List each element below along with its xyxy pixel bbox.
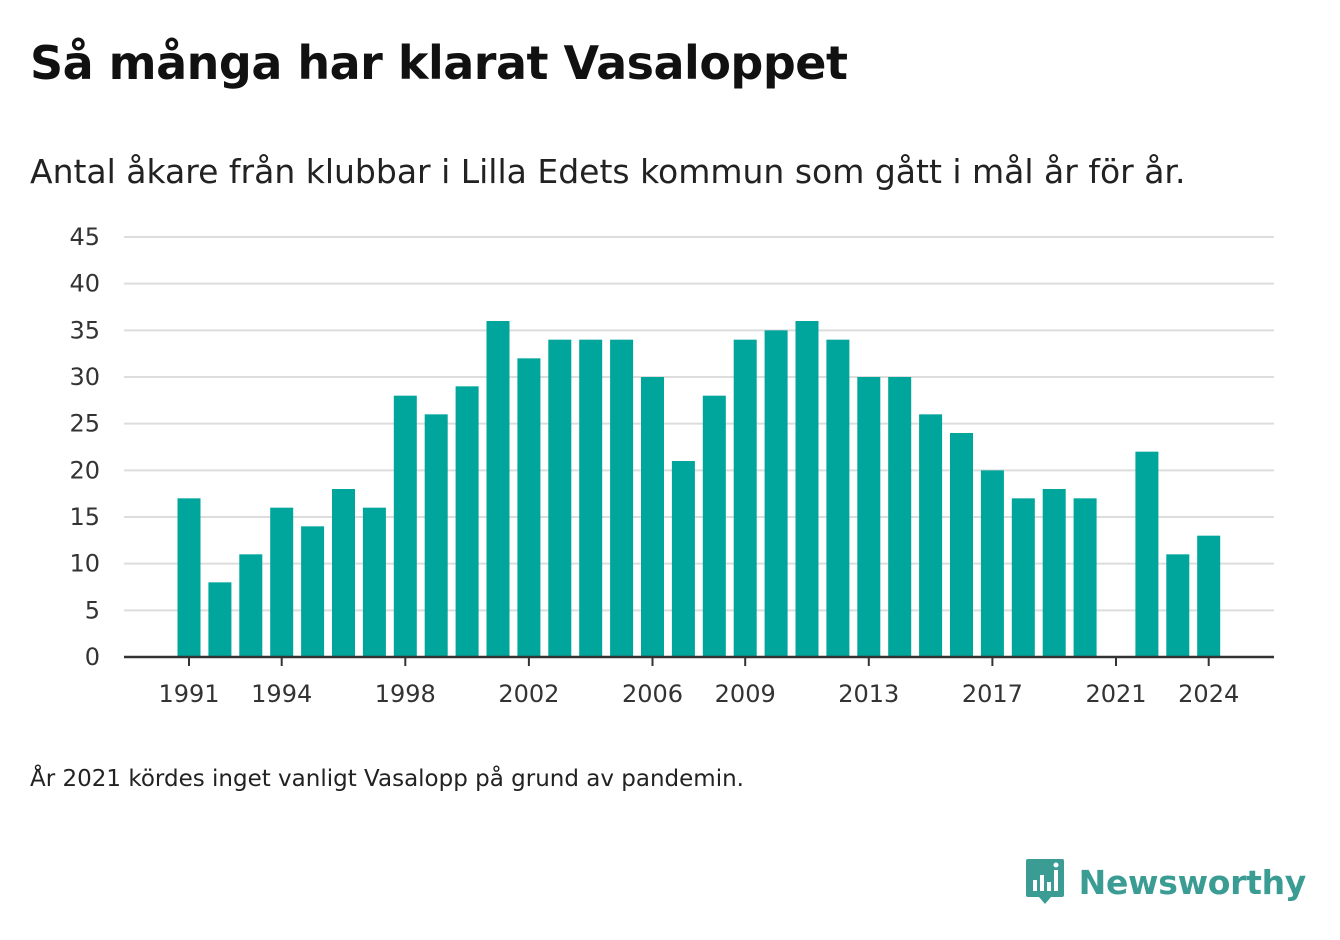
bar-chart: 0 5 10 15 20 25 30 35 40 45 1991 1994 1998 2002 2006 2… [69,223,1274,708]
bar-2008 [702,395,726,657]
newsworthy-logo-icon [1025,859,1064,904]
x-tick-label: 2013 [838,680,899,708]
bar-2013 [857,377,881,657]
bar-2017 [980,470,1004,657]
bar-2015 [919,414,943,657]
footnote: År 2021 kördes inget vanligt Vasalopp på… [30,766,744,792]
bar-2022 [1135,451,1159,657]
bar-2000 [455,386,479,657]
bar-1997 [362,507,386,657]
bar-1999 [424,414,448,657]
x-tick-label: 1998 [375,680,436,708]
y-tick-label: 5 [85,596,100,624]
bar-2005 [610,339,634,657]
bar-1995 [301,526,325,657]
bar-1996 [332,489,355,657]
bar-2019 [1042,489,1066,657]
y-tick-label: 30 [69,363,100,391]
y-tick-label: 10 [69,550,100,578]
bar-1992 [208,582,232,657]
bar-1991 [177,498,201,657]
x-axis-ticks: 1991 1994 1998 2002 2006 2009 2013 2017 2021 2024 [124,655,1274,708]
y-tick-label: 25 [69,410,100,438]
bar-2016 [950,433,973,657]
chart-title: Så många har klarat Vasaloppet [30,36,848,90]
bar-2010 [764,330,788,657]
bar-2002 [517,358,541,657]
brand-name: Newsworthy [1078,862,1307,902]
bar-1998 [393,395,417,657]
y-tick-label: 20 [69,456,100,484]
bar-2020 [1073,498,1097,657]
bar-2014 [888,377,912,657]
y-axis-ticks: 0 5 10 15 20 25 30 35 40 45 [69,223,100,671]
chart-subtitle: Antal åkare från klubbar i Lilla Edets k… [30,152,1186,191]
bar-2024 [1197,535,1221,657]
x-tick-label: 1991 [158,680,219,708]
bar-2011 [795,321,819,657]
bar-2006 [641,377,664,657]
bar-2007 [671,461,695,657]
bar-2001 [486,321,510,657]
x-tick-label: 1994 [251,680,312,708]
x-tick-label: 2017 [962,680,1023,708]
x-tick-label: 2024 [1178,680,1239,708]
bar-1994 [270,507,294,657]
bar-2023 [1166,554,1190,657]
x-tick-label: 2009 [715,680,776,708]
y-tick-label: 35 [69,316,100,344]
bar-2004 [579,339,603,657]
gridlines [124,236,1274,612]
x-tick-label: 2006 [622,680,683,708]
y-tick-label: 15 [69,503,100,531]
bar-2003 [548,339,572,657]
bars [177,321,1221,657]
bar-2018 [1011,498,1035,657]
y-tick-label: 45 [69,223,100,251]
y-tick-label: 0 [85,643,100,671]
x-tick-label: 2002 [498,680,559,708]
y-tick-label: 40 [69,270,100,298]
bar-2009 [733,339,757,657]
brand-logo: Newsworthy [1025,858,1306,906]
bar-1993 [239,554,263,657]
x-tick-label: 2021 [1085,680,1146,708]
bar-2012 [826,339,850,657]
